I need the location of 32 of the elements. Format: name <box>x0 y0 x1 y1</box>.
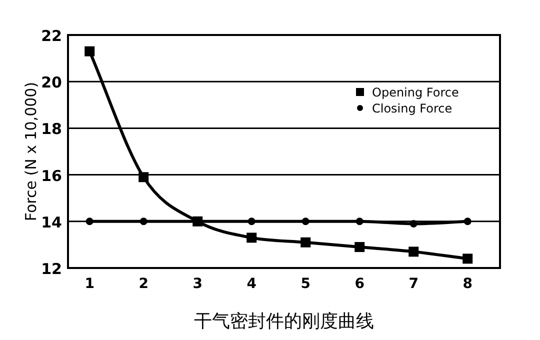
point <box>410 220 418 228</box>
point <box>138 172 149 182</box>
point <box>356 218 364 226</box>
point <box>302 218 310 226</box>
y-axis-title: Force (N x 10,000) <box>22 82 40 222</box>
point <box>246 232 257 243</box>
y-tick-label: 22 <box>41 27 62 45</box>
y-tick-label: 16 <box>41 166 62 185</box>
legend-label: Opening Force <box>372 86 459 100</box>
point <box>86 218 94 226</box>
y-tick-label: 20 <box>41 74 62 92</box>
point <box>84 46 95 56</box>
x-tick-label: 5 <box>300 276 310 292</box>
point <box>408 246 419 257</box>
point <box>354 242 365 252</box>
x-tick-label: 3 <box>192 276 202 292</box>
x-tick-label: 8 <box>462 276 472 292</box>
y-tick-label: 14 <box>41 213 62 232</box>
point <box>140 218 148 226</box>
x-tick-label: 6 <box>354 276 364 292</box>
x-tick-label: 2 <box>138 276 148 292</box>
point <box>300 237 311 248</box>
point <box>248 218 256 226</box>
x-axis-title: 干气密封件的刚度曲线 <box>194 311 374 332</box>
x-tick-label: 1 <box>84 276 94 292</box>
point <box>462 254 473 264</box>
x-tick-label: 7 <box>408 276 418 292</box>
x-tick-label: 4 <box>246 276 257 292</box>
point <box>464 218 472 226</box>
y-tick-label: 18 <box>41 120 62 138</box>
y-tick-label: 12 <box>41 260 62 278</box>
legend-label: Closing Force <box>372 102 452 116</box>
